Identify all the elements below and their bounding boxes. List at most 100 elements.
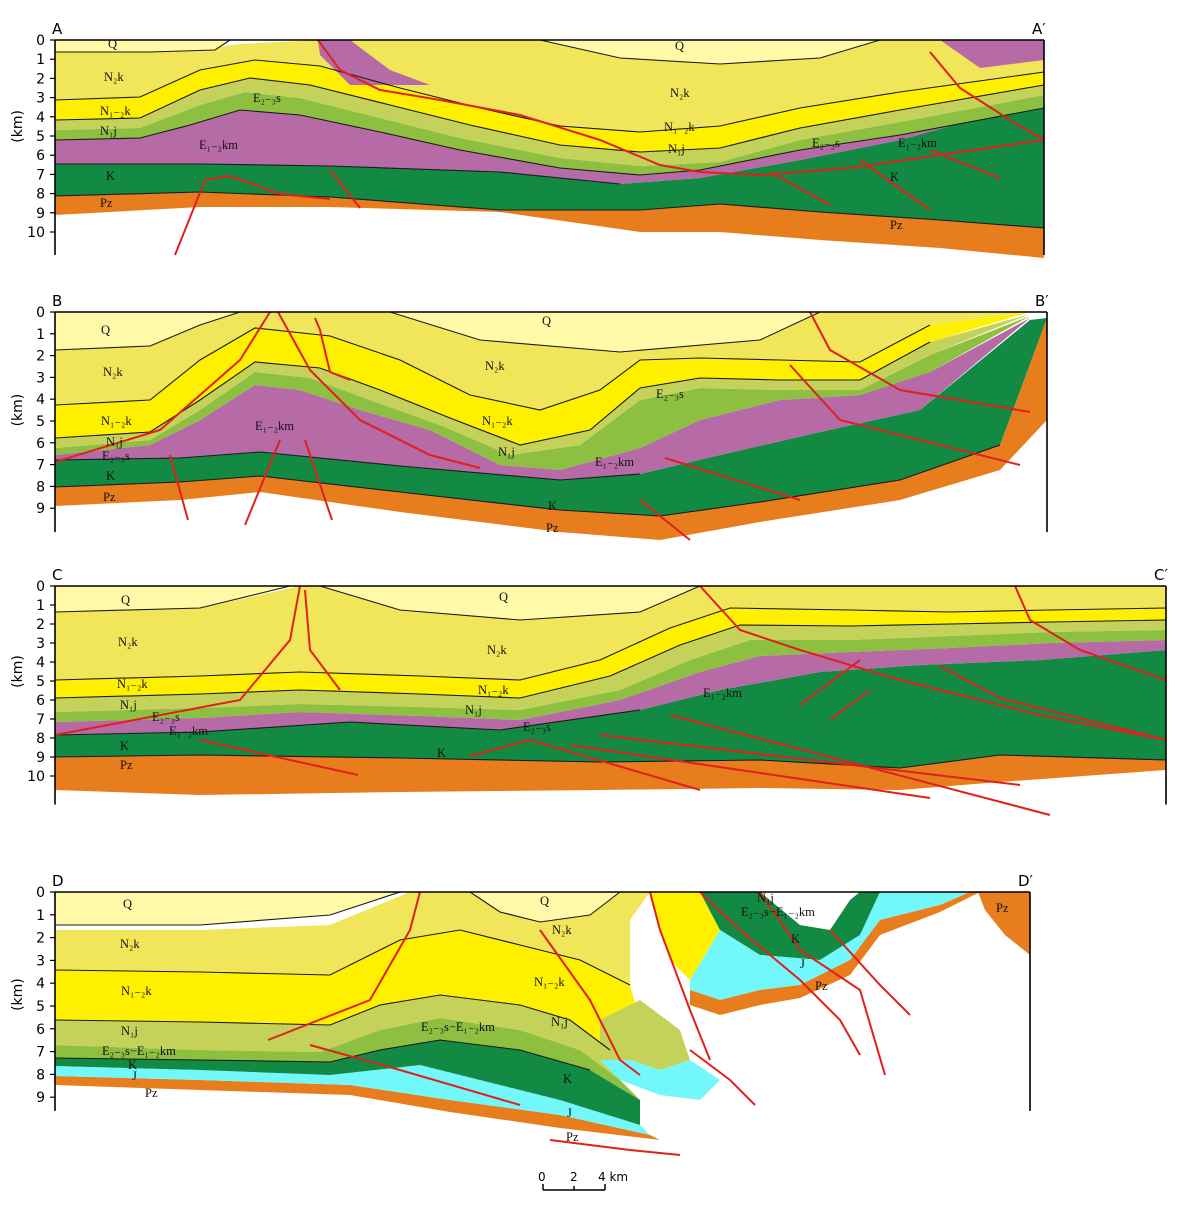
layer-q (55, 586, 290, 612)
unit-label: N₁j (120, 698, 137, 712)
unit-label: E₁₋₂km (169, 724, 208, 738)
unit-label: N₂k (485, 359, 505, 373)
unit-label: N₁j (106, 435, 123, 449)
unit-label: K (128, 1058, 137, 1072)
layer-k (700, 892, 880, 960)
fault-line (169, 454, 189, 521)
layer-n2k (55, 892, 650, 985)
layer-n2k (55, 40, 1044, 132)
depth-tick-label: 9 (36, 206, 45, 222)
depth-unit-label: (km) (10, 110, 26, 143)
unit-label: N₂k (670, 86, 690, 100)
section-start-label: A (52, 20, 63, 38)
layer-e1-2km (55, 100, 1044, 184)
fault-line (789, 364, 1021, 466)
depth-tick-label: 7 (36, 712, 45, 728)
unit-label: N₁₋₂k (121, 984, 152, 998)
layer-boundary (55, 163, 621, 185)
unit-label: K (106, 469, 115, 483)
layer-q (390, 312, 820, 352)
unit-label: Pz (120, 758, 133, 772)
depth-unit-label: (km) (10, 655, 26, 688)
depth-tick-label: 2 (36, 71, 45, 87)
layer-boundary (54, 107, 1045, 176)
unit-label: Q (499, 590, 508, 604)
fault-line (539, 929, 641, 1076)
layer-boundary (54, 1039, 591, 1071)
layer-n1j (55, 620, 1166, 712)
fault-line (669, 714, 1051, 816)
unit-label: Q (542, 314, 551, 328)
fault-line (929, 51, 1045, 141)
layer-q (55, 312, 240, 350)
layer-boundary (54, 607, 1167, 681)
fault-line (309, 1044, 521, 1106)
unit-label: E₁₋₂km (595, 455, 634, 469)
unit-label: N₁j (668, 142, 685, 156)
fault-line (664, 457, 801, 501)
depth-tick-label: 2 (36, 931, 45, 947)
layer-pz (55, 318, 1047, 540)
depth-tick-label: 3 (36, 953, 45, 969)
unit-label: J (800, 957, 805, 971)
fault-line (929, 149, 1001, 179)
unit-label: K (106, 169, 115, 183)
unit-label: N₁j (465, 703, 482, 717)
depth-tick-label: 8 (36, 187, 45, 203)
unit-label: Q (675, 39, 684, 53)
fault-line (799, 659, 861, 706)
fault-line (199, 739, 359, 776)
unit-label: Pz (546, 521, 559, 535)
unit-label: K (120, 739, 129, 753)
unit-label: J (567, 1106, 572, 1120)
fault-line (599, 734, 1021, 786)
unit-label: N₂k (118, 635, 138, 649)
layer-boundary (54, 585, 291, 613)
depth-tick-label: 9 (36, 501, 45, 517)
fault-line (649, 891, 711, 1061)
depth-tick-label: 1 (36, 52, 45, 68)
layer-boundary (54, 709, 641, 736)
unit-label: Pz (145, 1086, 158, 1100)
fault-line (277, 311, 481, 469)
layer-pz (55, 192, 1044, 258)
fault-line (304, 439, 333, 521)
layer-boundary (54, 324, 931, 411)
unit-label: Pz (815, 979, 828, 993)
unit-label: Pz (566, 1130, 579, 1144)
layer-n2k (55, 586, 1166, 680)
section-end-label: B′ (1035, 292, 1049, 310)
unit-label: K (563, 1072, 572, 1086)
layer-boundary (319, 585, 701, 621)
unit-label: N₁₋₂k (664, 120, 695, 134)
layer-boundary (54, 619, 1167, 699)
depth-tick-label: 10 (27, 225, 45, 241)
unit-label: E₂₋₃s−E₁₋₂km (102, 1044, 176, 1058)
unit-label: N₂k (104, 70, 124, 84)
layer-q (320, 586, 700, 620)
fault-line (569, 744, 931, 799)
section-d: 0 1 2 3 4 5 6 7 8 9 (km) D D′ Q Q N₂k N₂k N₁₋₂k N₁₋₂k N₁j N₁… (10, 872, 1034, 1156)
depth-tick-label: 3 (36, 636, 45, 652)
scale-bar: 0 2 4 km (538, 1170, 628, 1191)
layer-boundary (469, 891, 621, 923)
depth-tick-label: 3 (36, 370, 45, 386)
depth-tick-label: 8 (36, 479, 45, 495)
depth-tick-label: 0 (36, 885, 45, 901)
unit-label: E₂₋₃s−E₁₋₂km (741, 905, 815, 919)
section-c: 0 1 2 3 4 5 6 7 8 9 10 (km) C C′ Q Q N₂k N₂k N₁₋₂k N₁₋₂k N₁j… (10, 566, 1168, 816)
depth-tick-label: 0 (36, 33, 45, 49)
depth-tick-label: 5 (36, 999, 45, 1015)
depth-tick-label: 6 (36, 436, 45, 452)
fault-line (54, 585, 301, 736)
layer-e2-3s (55, 1018, 640, 1100)
layer-n1-2k (55, 312, 1030, 445)
unit-label: E₁₋₂km (703, 686, 742, 700)
depth-tick-label: 2 (36, 617, 45, 633)
fault-line (304, 589, 341, 691)
section-end-label: C′ (1154, 566, 1168, 584)
layer-k (55, 650, 1166, 768)
section-a: 0 1 2 3 4 5 6 7 8 9 10 (km) A A′ Q Q N₂k N₂k N₁₋₂k N₁₋₂k N₁j… (10, 20, 1046, 258)
depth-tick-label: 4 (36, 976, 45, 992)
